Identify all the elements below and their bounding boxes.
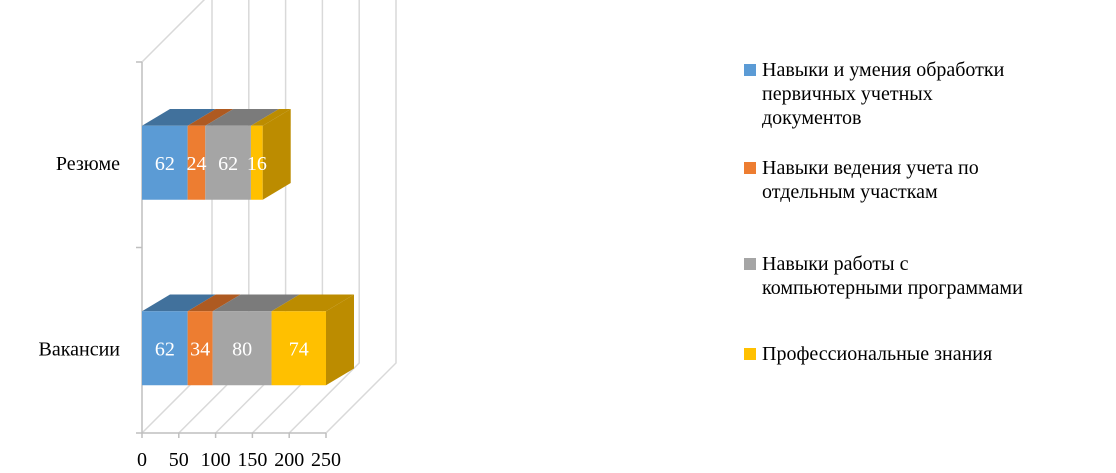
- x-tick-label: 100: [201, 449, 231, 471]
- x-tick-label: 0: [137, 449, 147, 471]
- data-label: 34: [190, 338, 210, 360]
- bar-segment: [271, 294, 354, 386]
- bar: [271, 311, 326, 386]
- data-label: 62: [155, 338, 175, 360]
- legend-label: Навыки и умения обработки первичных учет…: [762, 59, 1005, 129]
- bar: [187, 125, 206, 200]
- x-tick-label: 50: [169, 449, 189, 471]
- bar-segment: [212, 294, 300, 386]
- bar-segment: [187, 108, 234, 200]
- bar-top-face: [187, 108, 234, 126]
- bar-top-face: [142, 108, 216, 126]
- data-label: 62: [218, 153, 238, 175]
- x-tick-label: 200: [274, 449, 304, 471]
- data-label: 62: [155, 153, 175, 175]
- legend-swatch: [744, 348, 756, 360]
- category-label: Вакансии: [39, 338, 121, 360]
- legend-item: Навыки и умения обработки первичных учет…: [744, 58, 1004, 130]
- bar: [142, 311, 188, 386]
- labels-layer: Резюме 62 24 62 16 Вакансии 62 34 80 74: [39, 153, 309, 361]
- legend-swatch: [744, 258, 756, 270]
- gridline: [325, 0, 397, 434]
- legend-item: Навыки ведения учета по отдельным участк…: [744, 156, 979, 204]
- bar-top-face: [271, 294, 354, 312]
- bar: [205, 125, 251, 200]
- bar-segment: [142, 294, 216, 386]
- axis-layer: 0 50 100 150 200 250: [136, 61, 341, 471]
- bar-side-face: [326, 294, 354, 386]
- legend-item: Профессиональные знания: [744, 342, 992, 366]
- bar: [142, 125, 188, 200]
- bar-segment: [205, 108, 279, 200]
- chart-plot: 0 50 100 150 200 250 Резюме 62 24 62 16 Вакансии 62…: [39, 0, 397, 471]
- bar: [212, 311, 272, 386]
- bar-top-face: [250, 108, 291, 126]
- data-label: 80: [232, 338, 252, 360]
- bar-top-face: [205, 108, 279, 126]
- legend-label: Профессиональные знания: [762, 343, 993, 365]
- data-label: 74: [289, 338, 309, 360]
- legend-label: Навыки ведения учета по отдельным участк…: [762, 157, 979, 203]
- gridline: [288, 0, 360, 434]
- back-wall-edge: [141, 0, 213, 363]
- bar-top-face: [187, 294, 241, 312]
- data-label: 16: [247, 153, 267, 175]
- bar-segment: [187, 294, 241, 386]
- bar-side-face: [262, 108, 291, 200]
- x-tick-label: 150: [237, 449, 267, 471]
- bar-top-face: [212, 294, 300, 312]
- legend-swatch: [744, 162, 756, 174]
- category-label: Резюме: [56, 153, 120, 175]
- legend-swatch: [744, 64, 756, 76]
- legend-label: Навыки работы с компьютерными программам…: [762, 253, 1023, 299]
- bars-layer: [142, 108, 354, 386]
- bar: [250, 125, 263, 200]
- bar: [187, 311, 213, 386]
- legend-item: Навыки работы с компьютерными программам…: [744, 252, 1023, 300]
- bar-top-face: [142, 294, 216, 312]
- bar-segment: [250, 108, 291, 200]
- x-tick-label: 250: [311, 449, 341, 471]
- data-label: 24: [186, 153, 206, 175]
- bar-segment: [142, 108, 216, 200]
